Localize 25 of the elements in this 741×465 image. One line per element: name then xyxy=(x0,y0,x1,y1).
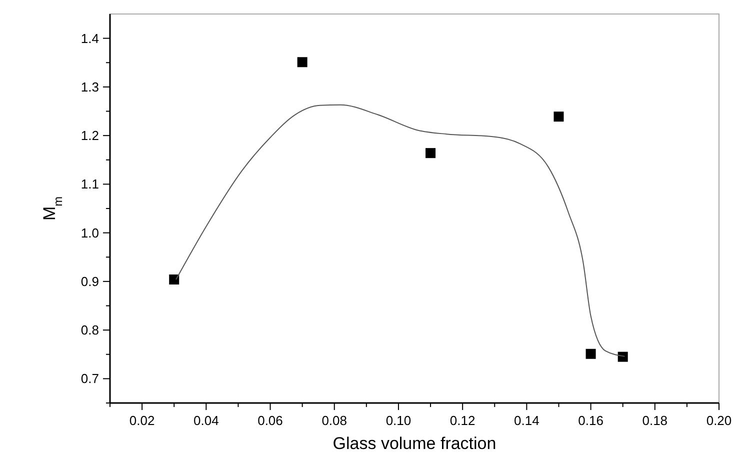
y-tick-label: 0.9 xyxy=(80,274,99,289)
y-tick-label: 1.1 xyxy=(80,176,99,192)
y-tick-label: 1.2 xyxy=(80,128,99,144)
x-tick-label: 0.08 xyxy=(322,413,348,428)
point xyxy=(169,274,180,284)
x-tick-label: 0.20 xyxy=(706,413,732,428)
x-tick-label: 0.14 xyxy=(514,413,540,428)
point xyxy=(297,57,308,68)
point xyxy=(554,112,564,122)
y-tick-label: 0.7 xyxy=(80,371,99,386)
x-tick-label: 0.06 xyxy=(258,413,283,428)
x-tick-label: 0.18 xyxy=(642,413,668,428)
point xyxy=(618,352,628,362)
x-tick-label: 0.02 xyxy=(129,413,155,428)
y-tick-label: 1.4 xyxy=(80,30,99,46)
x-tick-label: 0.16 xyxy=(578,413,604,428)
x-tick-label: 0.10 xyxy=(386,413,412,428)
y-tick-label: 1.0 xyxy=(80,225,99,240)
x-axis-title: Glass volume fraction xyxy=(332,434,496,453)
y-tick-label: 0.8 xyxy=(80,322,99,338)
y-tick-label: 1.3 xyxy=(80,79,99,94)
point xyxy=(586,348,596,359)
x-tick-label: 0.12 xyxy=(450,413,476,428)
x-tick-label: 0.04 xyxy=(194,413,219,428)
point xyxy=(426,148,436,158)
